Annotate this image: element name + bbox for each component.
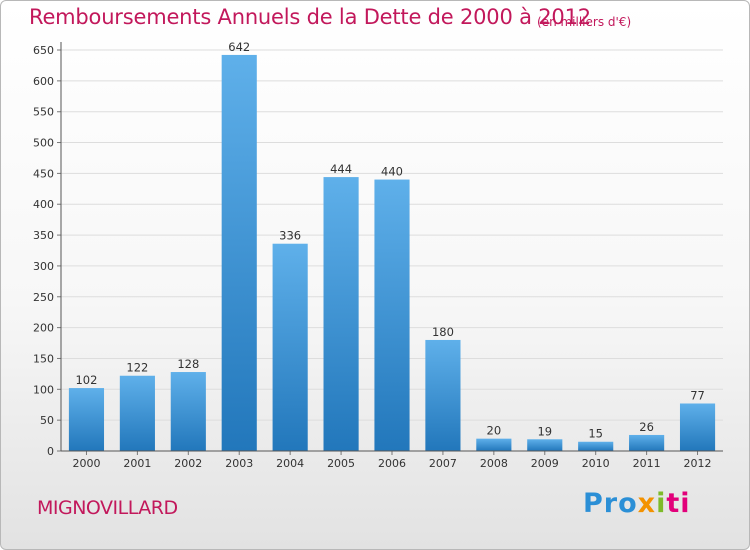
x-tick-label: 2002 [174,457,202,470]
bar [578,441,614,451]
logo-part: x [637,488,657,519]
x-axis-ticks: 2000 2001 2002 2003 2004 2005 2006 2007 2008 2009… [72,451,712,470]
bar [68,388,105,451]
y-tick-label: 550 [33,106,54,119]
x-tick-label: 2005 [327,457,355,470]
logo-part: Pro [583,488,638,519]
x-tick-label: 2012 [684,457,712,470]
chart-subtitle: (en milliers d'€) [537,15,632,29]
y-tick-label: 0 [47,445,54,458]
data-labels: 102 122 128 642 336 444 440 180 20 19 15 26 77 [75,40,704,441]
y-tick-label: 650 [33,44,54,57]
y-tick-label: 200 [33,322,54,335]
y-tick-label: 400 [33,198,54,211]
data-label: 15 [588,427,603,441]
commune-name: MIGNOVILLARD [37,497,178,519]
x-tick-label: 2006 [378,457,406,470]
bar [323,177,359,451]
bar [374,179,410,452]
data-label: 180 [432,325,454,339]
bar [527,439,563,451]
data-label: 440 [381,165,403,179]
y-tick-label: 350 [33,229,54,242]
bars [68,54,716,452]
x-tick-label: 2007 [429,457,457,470]
y-tick-label: 50 [40,414,54,427]
chart-title: Remboursements Annuels de la Dette de 20… [29,5,591,29]
data-label: 20 [487,424,502,438]
bar [679,403,716,451]
data-label: 128 [177,357,199,371]
proxiti-logo: Proxiti [583,488,691,519]
y-tick-label: 500 [33,137,54,150]
data-label: 336 [279,229,301,243]
data-label: 642 [228,40,250,54]
x-tick-label: 2000 [72,457,100,470]
bar [221,54,257,451]
bar [272,243,308,451]
y-tick-label: 250 [33,291,54,304]
x-tick-label: 2003 [225,457,253,470]
y-axis-ticks: 0 50 100 150 200 250 300 350 400 450 500 550 600 650 [33,44,61,458]
data-label: 19 [537,424,552,438]
data-label: 77 [690,388,705,402]
logo-part: i [656,488,667,519]
bar [476,438,512,451]
y-tick-label: 300 [33,260,54,273]
bar [170,372,206,451]
data-label: 102 [75,373,97,387]
x-tick-label: 2010 [582,457,610,470]
y-tick-label: 600 [33,75,54,88]
data-label: 122 [126,361,148,375]
x-tick-label: 2011 [633,457,661,470]
logo-part: ti [666,488,691,519]
x-tick-label: 2008 [480,457,508,470]
x-tick-label: 2001 [123,457,151,470]
data-label: 444 [330,162,352,176]
y-tick-label: 450 [33,167,54,180]
bar [629,434,665,451]
data-label: 26 [639,420,654,434]
y-tick-label: 150 [33,352,54,365]
bar [425,339,461,451]
bar [119,375,155,451]
x-tick-label: 2004 [276,457,304,470]
x-tick-label: 2009 [531,457,559,470]
y-tick-label: 100 [33,383,54,396]
